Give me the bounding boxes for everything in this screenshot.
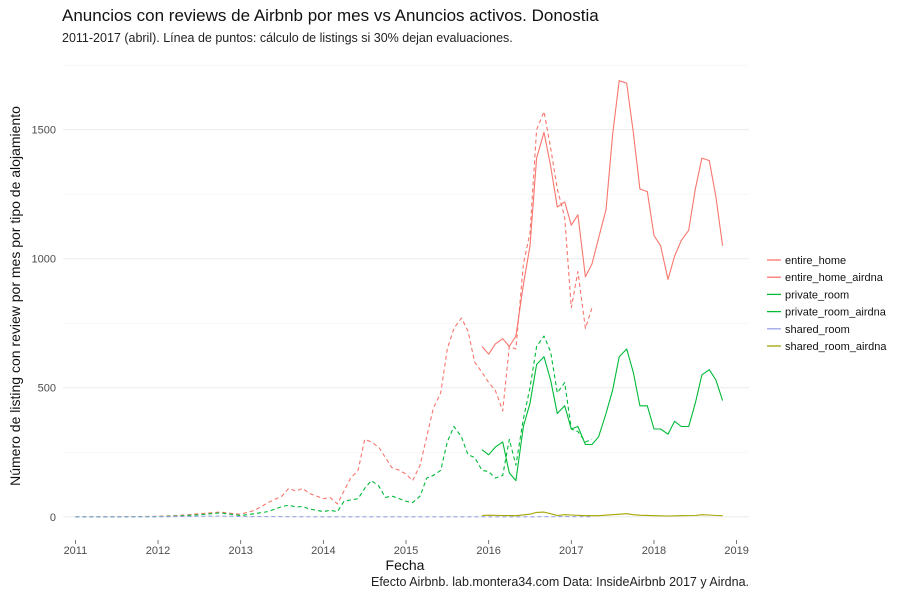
legend-label: shared_room_airdna: [785, 341, 887, 353]
series-line-shared-room: [75, 515, 593, 518]
series-line-entire-home-airdna: [481, 80, 724, 355]
x-axis: 2011 2012 2013 2014 2015 2016 2017 2018 2019: [64, 540, 749, 557]
chart-subtitle: 2011-2017 (abril). Línea de puntos: cálc…: [62, 31, 513, 45]
x-axis-title: Fecha: [386, 557, 425, 573]
x-tick-label: 2012: [146, 545, 170, 557]
series-line-private-room: [75, 335, 593, 518]
y-tick-label: 500: [38, 383, 56, 395]
legend-label: private_room_airdna: [785, 307, 887, 319]
x-tick-label: 2019: [724, 545, 748, 557]
x-tick-label: 2015: [394, 545, 418, 557]
legend-label: shared_room: [785, 324, 850, 336]
y-tick-label: 1500: [32, 125, 56, 137]
series-line-shared-room-airdna: [481, 511, 723, 517]
series-line-private-room-airdna: [481, 348, 724, 482]
legend-label: private_room: [785, 289, 849, 301]
chart-caption: Efecto Airbnb. lab.montera34.com Data: I…: [370, 575, 749, 589]
grid-lines: [63, 64, 749, 518]
y-tick-label: 1000: [32, 254, 56, 266]
x-tick-label: 2011: [64, 545, 88, 557]
y-axis-title: Número de listing con review por mes por…: [7, 106, 23, 486]
legend-label: entire_home: [785, 255, 846, 267]
series-lines: [75, 80, 724, 518]
x-tick-label: 2018: [642, 545, 666, 557]
y-tick-label: 0: [50, 512, 56, 524]
x-tick-label: 2016: [476, 545, 500, 557]
legend-label: entire_home_airdna: [785, 272, 884, 284]
legend: entire_home entire_home_airdna private_roo…: [767, 255, 887, 353]
x-tick-label: 2014: [311, 545, 335, 557]
series-line-entire-home: [75, 111, 593, 518]
x-tick-label: 2013: [228, 545, 252, 557]
x-tick-label: 2017: [559, 545, 583, 557]
y-axis: 0 500 1000 1500: [32, 125, 56, 524]
chart-title: Anuncios con reviews de Airbnb por mes v…: [62, 6, 599, 25]
